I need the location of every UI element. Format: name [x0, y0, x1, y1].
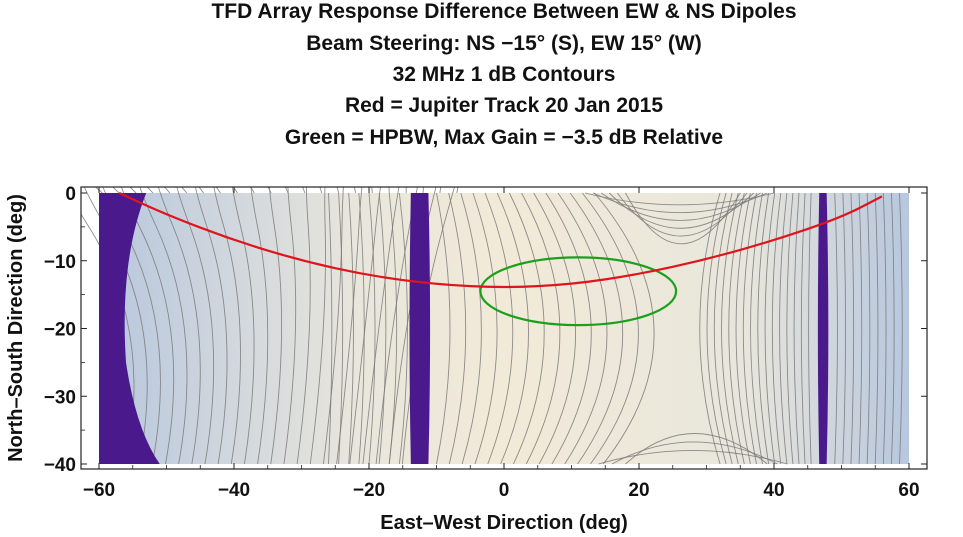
contour-line — [139, 187, 188, 465]
title-line-5: Green = HPBW, Max Gain = −3.5 dB Relativ… — [285, 126, 723, 149]
contour-line — [338, 192, 344, 465]
contour-line — [388, 192, 398, 465]
axis-ticks: −60 −40 −20 0 20 40 60 0 −10 −20 −30 −40 — [44, 184, 927, 501]
contour-line — [368, 192, 376, 465]
x-tick-label: 0 — [499, 480, 510, 501]
title-line-2: Beam Steering: NS −15° (S), EW 15° (W) — [306, 32, 701, 55]
contour-line — [882, 192, 887, 465]
contour-line — [120, 187, 175, 465]
null-band — [99, 193, 160, 464]
contour-line — [448, 192, 467, 465]
x-tick-label: 20 — [628, 480, 649, 501]
contour-line — [891, 192, 895, 465]
contour-line — [779, 192, 788, 465]
plot-area — [81, 187, 909, 465]
contour-line — [521, 192, 561, 465]
x-axis-label: East–West Direction (deg) — [380, 512, 627, 534]
contour-line — [706, 192, 727, 465]
response-field — [99, 193, 909, 464]
x-tick-label: −20 — [353, 480, 385, 501]
contour-line — [157, 187, 201, 465]
contour-line — [268, 187, 289, 465]
contour-line — [283, 187, 306, 465]
contour-line — [721, 192, 739, 465]
contour-line — [398, 192, 408, 465]
contour-line — [742, 192, 757, 465]
contour-line — [834, 192, 838, 465]
contour-line — [713, 192, 733, 465]
contour-line — [484, 192, 514, 465]
contour-line — [508, 192, 545, 465]
contour-line — [611, 441, 778, 465]
contour-line — [874, 192, 879, 465]
jupiter-track — [118, 192, 883, 289]
contour-line — [545, 192, 592, 465]
y-tick-label: −40 — [44, 455, 76, 476]
contour-line — [436, 192, 451, 465]
contour-line — [194, 187, 228, 465]
contour-line — [349, 187, 390, 465]
contour-line — [250, 187, 272, 465]
contour-line — [358, 192, 365, 465]
contour-line — [533, 192, 576, 465]
contour-line — [858, 192, 863, 465]
contour-line — [757, 192, 770, 465]
y-axis-label: North–South Direction (deg) — [5, 194, 27, 462]
contour-line — [460, 192, 482, 465]
contour-line — [348, 192, 354, 465]
contour-line — [296, 187, 323, 465]
null-band — [817, 193, 829, 464]
contour-line — [231, 187, 255, 465]
contour-line — [771, 192, 782, 465]
contour-line — [793, 192, 800, 465]
contour-line — [750, 192, 763, 465]
x-tick-label: 40 — [763, 480, 784, 501]
contour-line — [800, 192, 806, 465]
x-tick-label: −40 — [218, 480, 250, 501]
y-tick-label: −10 — [44, 252, 76, 273]
contour-line — [213, 187, 241, 465]
y-tick-label: −20 — [44, 320, 76, 341]
title-line-4: Red = Jupiter Track 20 Jan 2015 — [345, 94, 663, 117]
title-line-1: TFD Array Response Difference Between EW… — [211, 0, 796, 23]
contour-line — [569, 192, 624, 465]
contour-line — [764, 192, 776, 465]
contour-line — [850, 192, 855, 465]
contour-line — [584, 192, 775, 206]
x-tick-label: −60 — [83, 480, 115, 501]
contour-line — [176, 187, 215, 465]
contour-line — [728, 192, 745, 465]
null-band — [409, 193, 431, 464]
y-tick-label: 0 — [65, 184, 76, 205]
contour-line — [617, 192, 748, 237]
contour-line — [472, 192, 498, 465]
contour-line — [866, 192, 871, 465]
contour-line — [328, 192, 333, 465]
contour-line — [735, 192, 751, 465]
contour-line — [625, 433, 768, 465]
contour-line — [309, 187, 340, 465]
contour-line — [786, 192, 794, 465]
contour-line — [362, 187, 407, 465]
contour-line — [81, 187, 135, 465]
contour-line — [557, 192, 608, 465]
y-tick-label: −30 — [44, 387, 76, 408]
contour-line — [608, 192, 755, 229]
contour-line — [336, 187, 373, 465]
contour-line — [496, 192, 529, 465]
contour-line — [594, 192, 655, 465]
chart-title: TFD Array Response Difference Between EW… — [211, 0, 796, 149]
contour-line — [699, 192, 721, 465]
contour-line — [378, 192, 387, 465]
x-tick-label: 60 — [898, 480, 919, 501]
title-line-3: 32 MHz 1 dB Contours — [393, 63, 616, 86]
contour-line — [625, 192, 741, 245]
contour-line — [899, 192, 903, 465]
contour-line — [581, 192, 639, 465]
contour-line — [842, 192, 846, 465]
hpbw-ellipse — [479, 256, 678, 327]
